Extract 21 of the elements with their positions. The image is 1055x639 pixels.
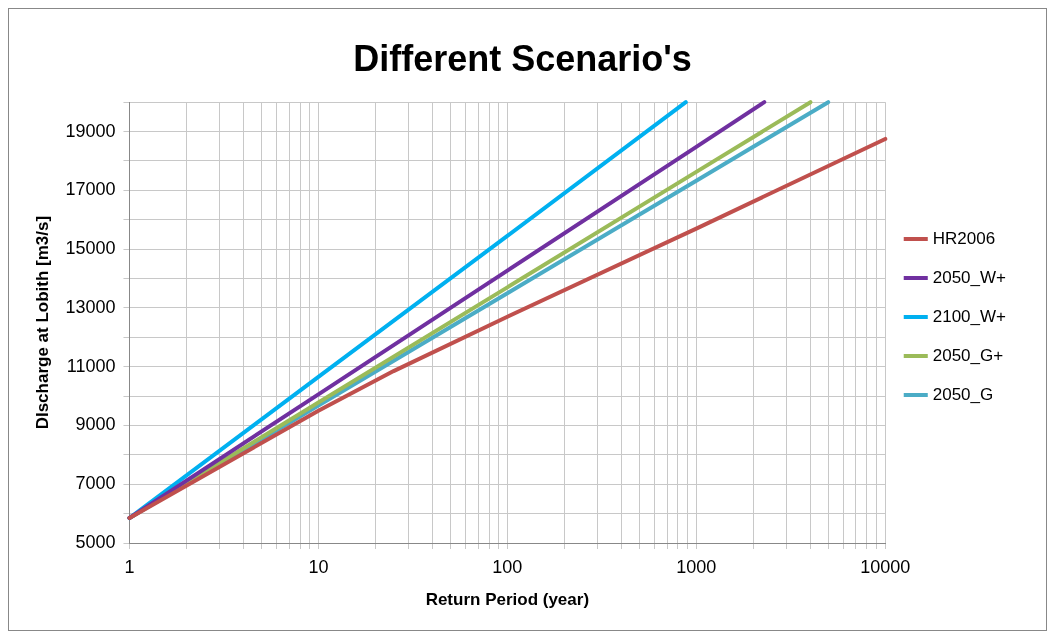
legend-label: 2050_G [932,384,994,404]
y-tick-label: 11000 [66,355,116,376]
x-tick-label: 10000 [860,556,911,577]
chart-title: Different Scenario's [353,37,692,79]
y-tick-label: 9000 [75,414,116,435]
y-tick-label: 19000 [65,120,116,141]
legend-label: 2100_W+ [932,306,1007,326]
legend-label: 2050_G+ [932,345,1004,365]
x-tick-label: 1 [124,556,135,577]
legend-label: HR2006 [932,228,996,248]
x-tick-label: 100 [492,556,523,577]
legend-label: 2050_W+ [932,267,1007,287]
y-tick-label: 5000 [75,531,116,552]
y-tick-label: 13000 [65,296,116,317]
y-tick-label: 7000 [75,473,116,494]
x-tick-label: 1000 [676,556,717,577]
y-tick-label: 17000 [65,179,116,200]
x-tick-label: 10 [308,556,329,577]
x-axis-title: Return Period (year) [425,590,590,610]
y-tick-label: 15000 [65,238,116,259]
y-axis-title: DIscharge at Lobith [m3/s] [32,215,52,430]
